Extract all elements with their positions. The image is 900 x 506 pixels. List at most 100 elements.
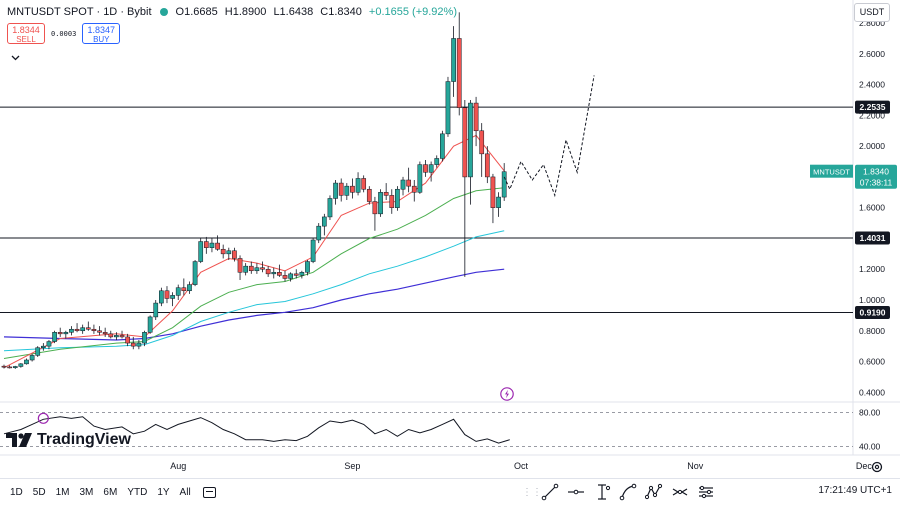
candle[interactable] xyxy=(378,189,383,217)
candle[interactable] xyxy=(80,324,86,334)
candle[interactable] xyxy=(293,269,299,279)
candle[interactable] xyxy=(119,330,125,339)
candle[interactable] xyxy=(305,260,310,276)
lightning-icon[interactable] xyxy=(500,387,514,406)
calendar-icon[interactable] xyxy=(202,487,216,498)
candle[interactable] xyxy=(147,315,153,334)
candle[interactable] xyxy=(473,96,479,147)
vertical-cursor-icon[interactable] xyxy=(589,479,615,505)
candle[interactable] xyxy=(501,163,507,201)
candle[interactable] xyxy=(209,238,215,253)
candle[interactable] xyxy=(260,261,265,273)
candle[interactable] xyxy=(220,244,226,259)
candle[interactable] xyxy=(479,123,485,177)
timeframe-5d[interactable]: 5D xyxy=(32,487,46,498)
candle[interactable] xyxy=(361,175,367,193)
candle[interactable] xyxy=(333,180,338,205)
candle[interactable] xyxy=(108,330,114,339)
candle[interactable] xyxy=(366,186,372,205)
candle[interactable] xyxy=(187,281,192,294)
candle[interactable] xyxy=(299,270,305,279)
trend-line-icon[interactable] xyxy=(537,479,563,505)
candle[interactable] xyxy=(456,12,462,116)
candle[interactable] xyxy=(46,340,52,350)
candle[interactable] xyxy=(277,264,282,277)
candle[interactable] xyxy=(142,330,147,347)
candle[interactable] xyxy=(310,238,316,264)
price-chart[interactable]: 0.40000.60000.80001.00001.20001.40001.60… xyxy=(0,0,900,478)
measure-icon[interactable] xyxy=(667,479,693,505)
candle[interactable] xyxy=(490,173,496,224)
candle[interactable] xyxy=(85,321,91,331)
timeframe-1m[interactable]: 1M xyxy=(55,487,70,498)
candle[interactable] xyxy=(1,364,7,369)
candle[interactable] xyxy=(232,247,237,262)
candle[interactable] xyxy=(451,26,456,97)
candle[interactable] xyxy=(159,287,164,307)
candle[interactable] xyxy=(12,365,18,369)
pattern-icon[interactable] xyxy=(641,479,667,505)
timeframe-1d[interactable]: 1D xyxy=(10,487,23,498)
candle[interactable] xyxy=(265,266,271,277)
buy-button[interactable]: 1.8347 BUY xyxy=(82,23,121,44)
sell-button[interactable]: 1.8344 SELL xyxy=(7,23,45,44)
candle[interactable] xyxy=(395,186,400,211)
candle[interactable] xyxy=(445,76,451,137)
candle[interactable] xyxy=(192,260,198,287)
clock-timezone[interactable]: 17:21:49 UTC+1 xyxy=(818,485,892,496)
candle[interactable] xyxy=(24,358,29,365)
symbol-title[interactable]: MNTUSDT SPOT · 1D · Bybit xyxy=(7,6,152,18)
candle[interactable] xyxy=(18,363,24,368)
candle[interactable] xyxy=(417,161,423,194)
candle[interactable] xyxy=(406,167,411,193)
candle[interactable] xyxy=(282,270,288,282)
candle[interactable] xyxy=(164,286,170,304)
candle[interactable] xyxy=(7,365,12,369)
candle[interactable] xyxy=(468,100,473,205)
path-icon[interactable] xyxy=(615,479,641,505)
candle[interactable] xyxy=(372,196,378,231)
candle[interactable] xyxy=(198,238,204,264)
candle[interactable] xyxy=(248,261,254,274)
timeframe-all[interactable]: All xyxy=(179,487,191,498)
candle[interactable] xyxy=(383,183,389,200)
candle[interactable] xyxy=(327,195,333,220)
candle[interactable] xyxy=(271,267,277,279)
candle[interactable] xyxy=(321,213,327,236)
timeframe-6m[interactable]: 6M xyxy=(103,487,118,498)
currency-button[interactable]: USDT xyxy=(854,3,890,22)
horizontal-line-icon[interactable] xyxy=(563,479,589,505)
candle[interactable] xyxy=(57,327,63,337)
candle[interactable] xyxy=(411,180,417,202)
candle[interactable] xyxy=(91,324,97,334)
filter-icon[interactable] xyxy=(693,479,719,505)
candle[interactable] xyxy=(40,343,46,351)
candle[interactable] xyxy=(29,353,35,362)
candle[interactable] xyxy=(52,330,57,344)
candle[interactable] xyxy=(175,284,181,300)
candle[interactable] xyxy=(434,155,440,168)
candle[interactable] xyxy=(484,146,490,184)
forecast-path[interactable] xyxy=(503,75,595,198)
candle[interactable] xyxy=(355,172,361,196)
candle[interactable] xyxy=(316,223,322,244)
candle[interactable] xyxy=(428,161,434,182)
timeframe-3m[interactable]: 3M xyxy=(79,487,94,498)
candle[interactable] xyxy=(215,235,220,251)
candle[interactable] xyxy=(125,333,130,347)
candle[interactable] xyxy=(440,130,445,162)
oscillator-signal-marker[interactable] xyxy=(37,412,49,424)
candle[interactable] xyxy=(254,263,260,274)
candle[interactable] xyxy=(35,346,41,357)
candle[interactable] xyxy=(338,178,344,202)
timeframe-1y[interactable]: 1Y xyxy=(157,487,170,498)
candle[interactable] xyxy=(350,178,355,199)
candle[interactable] xyxy=(97,326,102,336)
candle[interactable] xyxy=(496,192,501,217)
candle[interactable] xyxy=(102,327,108,337)
candle[interactable] xyxy=(136,340,142,350)
candle[interactable] xyxy=(181,278,187,296)
candle[interactable] xyxy=(400,176,406,196)
candle[interactable] xyxy=(153,300,159,320)
candle[interactable] xyxy=(344,183,350,200)
